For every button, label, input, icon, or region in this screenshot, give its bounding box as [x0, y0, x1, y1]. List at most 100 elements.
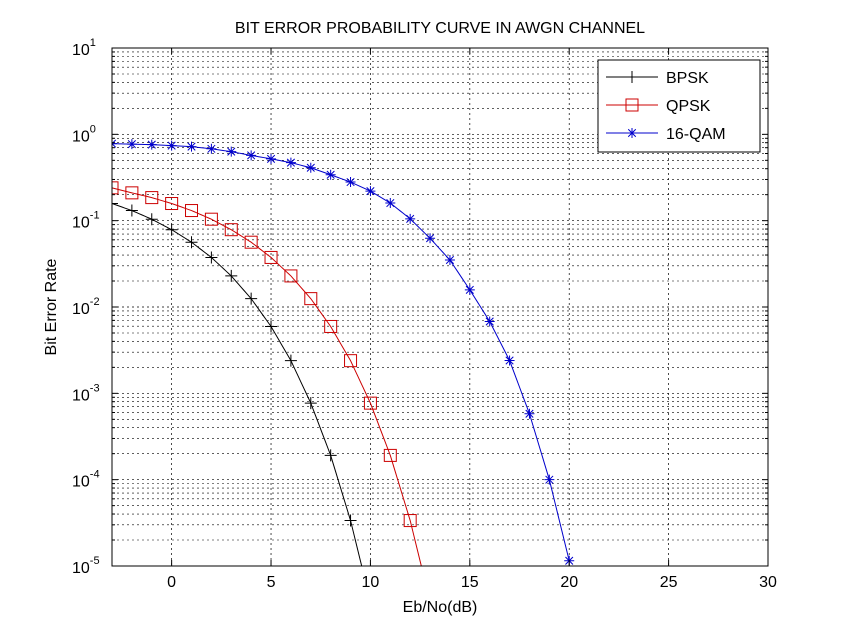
data-point — [365, 186, 376, 197]
x-axis: 0 5 10 15 20 25 30 — [167, 48, 777, 591]
y-tick-exponent: -4 — [90, 469, 100, 481]
y-tick-exponent: -3 — [90, 382, 100, 394]
data-point — [125, 204, 138, 217]
y-tick-label: 101 — [72, 37, 96, 59]
data-point — [186, 141, 197, 152]
y-tick-exponent: -1 — [90, 210, 100, 222]
data-point — [126, 139, 137, 150]
y-tick-label: 10-2 — [72, 296, 100, 318]
data-point — [145, 191, 159, 205]
y-tick-label: 10-3 — [72, 382, 100, 404]
series-qpsk — [112, 181, 422, 566]
data-point — [484, 316, 495, 327]
data-point — [125, 186, 139, 200]
y-tick-label: 10-4 — [72, 469, 100, 491]
y-tick-base: 10 — [72, 215, 90, 232]
data-point — [204, 212, 218, 226]
y-tick-base: 10 — [72, 387, 90, 404]
data-point — [284, 269, 298, 283]
data-point — [265, 320, 278, 333]
legend-item: BPSK — [606, 70, 709, 87]
series-line — [112, 203, 363, 566]
y-tick-base: 10 — [72, 301, 90, 318]
data-point — [245, 292, 258, 305]
data-point — [166, 140, 177, 151]
data-point — [112, 181, 119, 195]
y-axis-label: Bit Error Rate — [43, 258, 60, 355]
legend-box — [597, 59, 761, 153]
data-point — [226, 146, 237, 157]
data-point — [524, 408, 535, 419]
data-point — [304, 292, 318, 306]
x-tick-label: 30 — [759, 574, 777, 591]
legend-label: 16-QAM — [666, 126, 726, 143]
y-tick-base: 10 — [72, 42, 90, 59]
data-point — [305, 162, 316, 173]
y-tick-exponent: 0 — [90, 123, 96, 135]
data-point — [145, 213, 158, 226]
data-point — [224, 223, 238, 237]
legend-item: 16-QAM — [606, 126, 726, 143]
data-point — [464, 284, 475, 295]
data-point — [385, 198, 396, 209]
data-point — [206, 143, 217, 154]
data-point — [444, 255, 455, 266]
y-tick-label: 100 — [72, 123, 96, 145]
data-point — [165, 197, 179, 211]
data-point — [325, 169, 336, 180]
legend-label: BPSK — [666, 70, 709, 87]
data-point — [504, 355, 515, 366]
data-point — [544, 474, 555, 485]
data-point — [344, 514, 357, 527]
data-point — [225, 269, 238, 282]
x-tick-label: 0 — [167, 574, 176, 591]
data-point — [284, 354, 297, 367]
y-tick-exponent: 1 — [90, 37, 96, 49]
data-point — [112, 197, 118, 210]
data-point — [344, 354, 358, 368]
y-tick-exponent: -2 — [90, 296, 100, 308]
y-tick-exponent: -5 — [90, 555, 100, 567]
x-axis-label: Eb/No(dB) — [403, 599, 478, 616]
data-point — [425, 233, 436, 244]
legend: BPSK QPSK 16-QAM — [597, 59, 761, 153]
data-point — [285, 157, 296, 168]
y-tick-base: 10 — [72, 128, 90, 145]
series-line — [112, 187, 422, 566]
y-tick-label: 10-5 — [72, 555, 100, 577]
legend-marker — [626, 71, 638, 83]
data-point — [363, 396, 377, 410]
data-point — [205, 251, 218, 264]
y-tick-label: 10-1 — [72, 210, 100, 232]
data-point — [405, 213, 416, 224]
y-tick-base: 10 — [72, 560, 90, 577]
legend-label: QPSK — [666, 98, 711, 115]
x-tick-label: 10 — [362, 574, 380, 591]
data-point — [185, 236, 198, 249]
data-point — [403, 514, 417, 528]
x-tick-label: 25 — [660, 574, 678, 591]
data-point — [264, 250, 278, 264]
data-point — [383, 448, 397, 462]
data-point — [244, 235, 258, 249]
data-point — [246, 150, 257, 161]
legend-marker — [627, 128, 637, 138]
data-point — [324, 319, 338, 333]
series-bpsk — [112, 197, 363, 566]
data-point — [146, 139, 157, 150]
data-point — [304, 397, 317, 410]
chart-title: BIT ERROR PROBABILITY CURVE IN AWGN CHAN… — [235, 20, 645, 37]
legend-item: QPSK — [606, 98, 711, 115]
y-tick-base: 10 — [72, 474, 90, 491]
legend-marker — [625, 98, 639, 112]
x-tick-label: 15 — [461, 574, 479, 591]
data-point — [324, 449, 337, 462]
x-tick-label: 20 — [560, 574, 578, 591]
data-point — [165, 223, 178, 236]
data-point — [266, 153, 277, 164]
data-point — [185, 204, 199, 218]
x-tick-label: 5 — [267, 574, 276, 591]
data-point — [345, 177, 356, 188]
